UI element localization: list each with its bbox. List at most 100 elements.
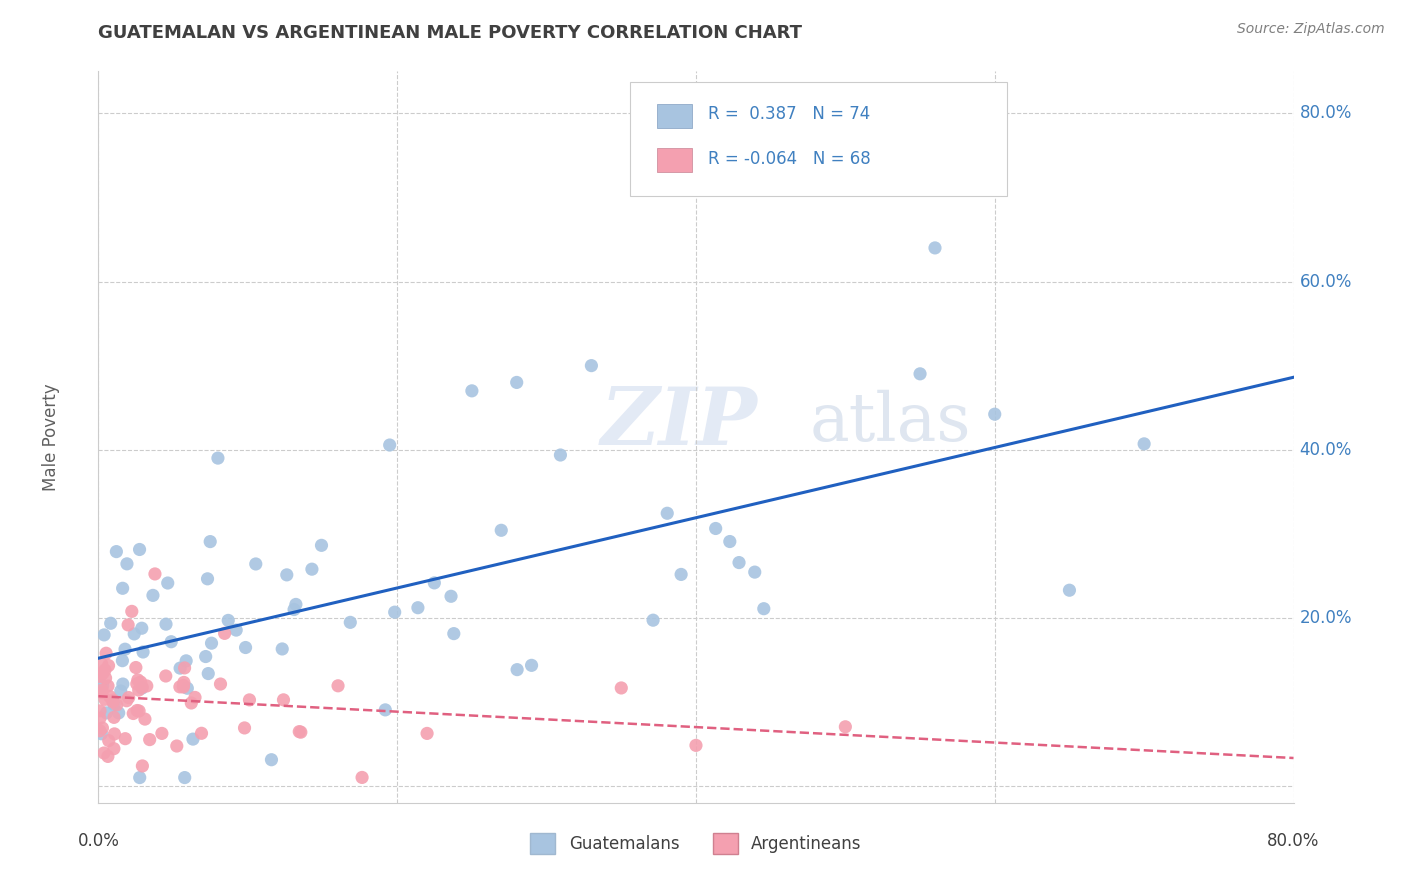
Point	[728, 556, 751, 570]
Point	[101, 695, 124, 709]
Text: 0.0%: 0.0%	[77, 832, 120, 850]
FancyBboxPatch shape	[630, 82, 1007, 195]
Point	[90, 727, 112, 741]
Point	[260, 753, 283, 767]
Point	[197, 572, 219, 586]
Point	[908, 367, 931, 381]
Point	[131, 621, 153, 635]
Point	[194, 649, 217, 664]
Point	[110, 684, 132, 698]
Point	[301, 562, 323, 576]
Point	[103, 710, 125, 724]
Point	[128, 683, 150, 698]
Point	[718, 534, 741, 549]
Point	[176, 681, 198, 696]
Point	[166, 739, 188, 753]
Point	[924, 241, 946, 255]
Point	[520, 658, 543, 673]
Point	[744, 565, 766, 579]
Point	[105, 698, 128, 712]
Point	[173, 675, 195, 690]
Point	[93, 628, 115, 642]
Point	[115, 557, 138, 571]
Point	[131, 681, 153, 695]
Point	[200, 534, 222, 549]
Point	[125, 677, 148, 691]
Point	[101, 693, 124, 707]
Point	[91, 721, 114, 735]
Point	[96, 706, 118, 720]
Point	[94, 646, 117, 660]
Point	[105, 544, 128, 558]
Point	[610, 681, 633, 695]
Point	[94, 663, 117, 677]
FancyBboxPatch shape	[657, 148, 692, 171]
Point	[107, 706, 129, 720]
Point	[200, 636, 222, 650]
Point	[128, 771, 150, 785]
Point	[406, 600, 429, 615]
Point	[103, 727, 125, 741]
Point	[91, 679, 114, 693]
Point	[131, 680, 153, 694]
Point	[150, 726, 173, 740]
Point	[245, 557, 267, 571]
Point	[443, 626, 465, 640]
Point	[91, 686, 114, 700]
Point	[374, 703, 396, 717]
Point	[752, 601, 775, 615]
Point	[97, 679, 120, 693]
Point	[117, 618, 139, 632]
Point	[834, 720, 856, 734]
Point	[685, 739, 707, 753]
Point	[111, 654, 134, 668]
Point	[506, 663, 529, 677]
Point	[276, 567, 298, 582]
Point	[89, 669, 111, 683]
Point	[114, 731, 136, 746]
Point	[197, 666, 219, 681]
Point	[384, 605, 406, 619]
Point	[132, 645, 155, 659]
Point	[172, 678, 194, 692]
Point	[89, 711, 111, 725]
Text: 80.0%: 80.0%	[1299, 104, 1353, 122]
Point	[657, 506, 679, 520]
Point	[180, 696, 202, 710]
Point	[225, 623, 247, 637]
Point	[669, 567, 692, 582]
Point	[90, 657, 112, 671]
Point	[115, 694, 138, 708]
Text: Male Poverty: Male Poverty	[42, 384, 59, 491]
Point	[984, 407, 1007, 421]
Point	[91, 666, 114, 681]
Point	[233, 721, 256, 735]
Point	[290, 725, 312, 739]
Point	[97, 733, 120, 747]
Point	[416, 726, 439, 740]
Point	[173, 771, 195, 785]
Point	[169, 680, 191, 694]
Point	[238, 693, 260, 707]
Point	[273, 693, 295, 707]
Point	[217, 614, 239, 628]
Text: GUATEMALAN VS ARGENTINEAN MALE POVERTY CORRELATION CHART: GUATEMALAN VS ARGENTINEAN MALE POVERTY C…	[98, 24, 803, 42]
Point	[288, 724, 311, 739]
Point	[169, 661, 191, 675]
Point	[100, 616, 122, 631]
Text: 60.0%: 60.0%	[1299, 273, 1353, 291]
Point	[235, 640, 257, 655]
Point	[121, 604, 143, 618]
Point	[184, 690, 207, 705]
Point	[97, 749, 120, 764]
Point	[271, 642, 294, 657]
Point	[174, 654, 197, 668]
Point	[156, 576, 179, 591]
Point	[550, 448, 572, 462]
Text: 20.0%: 20.0%	[1299, 609, 1353, 627]
Point	[127, 673, 149, 687]
Point	[581, 359, 603, 373]
Point	[440, 589, 463, 603]
Point	[114, 642, 136, 657]
Point	[98, 690, 121, 704]
